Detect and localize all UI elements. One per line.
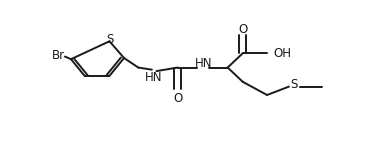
Text: O: O [238, 23, 248, 36]
Text: HN: HN [195, 57, 212, 70]
Text: S: S [106, 33, 113, 46]
Text: OH: OH [273, 47, 291, 60]
Text: O: O [173, 92, 182, 105]
Text: Br: Br [52, 49, 65, 62]
Text: HN: HN [145, 71, 162, 84]
Text: S: S [291, 78, 298, 91]
